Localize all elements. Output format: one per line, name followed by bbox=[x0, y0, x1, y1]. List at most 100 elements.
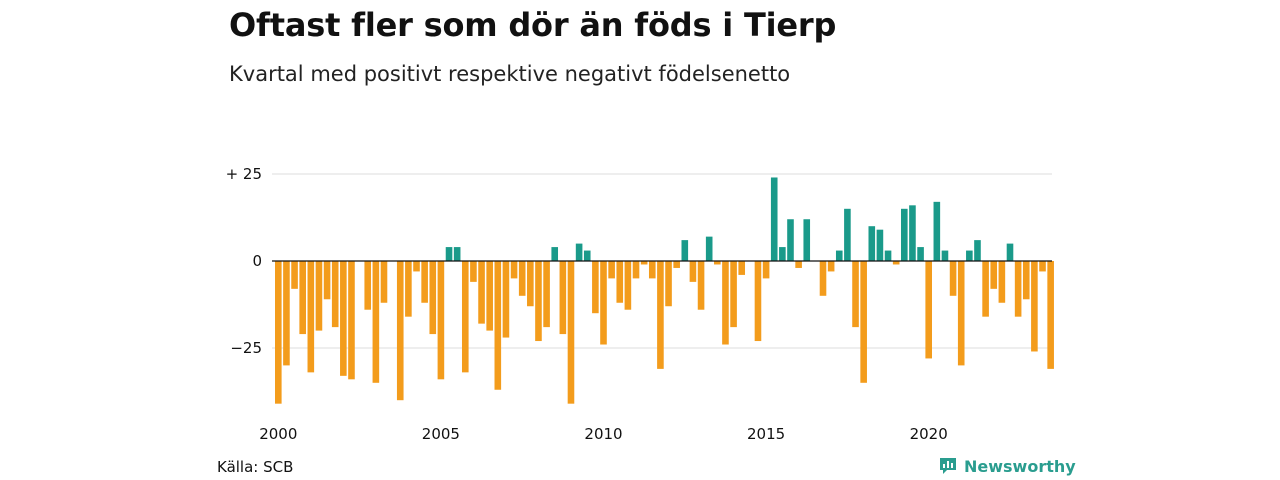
bar-negative bbox=[535, 261, 542, 342]
bar-negative bbox=[722, 261, 729, 345]
y-tick-label: 0 bbox=[252, 252, 262, 270]
bar-negative bbox=[860, 261, 867, 383]
bar-negative bbox=[380, 261, 388, 303]
newsworthy-logo-icon bbox=[940, 458, 956, 474]
y-tick-label: −25 bbox=[230, 339, 262, 357]
bar-negative bbox=[543, 261, 550, 328]
bar-negative bbox=[396, 261, 404, 401]
x-tick-label: 2005 bbox=[422, 425, 460, 443]
bar-negative bbox=[307, 261, 315, 373]
bar-positive bbox=[779, 247, 786, 261]
bar-negative bbox=[527, 261, 534, 307]
bar-negative bbox=[608, 261, 615, 279]
bar-positive bbox=[1006, 243, 1014, 261]
bar-negative bbox=[372, 261, 380, 383]
x-tick-label: 2020 bbox=[910, 425, 948, 443]
bar-negative bbox=[998, 261, 1006, 303]
bar-negative bbox=[852, 261, 859, 328]
bar-positive bbox=[933, 201, 941, 261]
x-tick-label: 2015 bbox=[747, 425, 785, 443]
bar-positive bbox=[917, 247, 924, 261]
bar-negative bbox=[990, 261, 998, 289]
brand[interactable]: Newsworthy bbox=[938, 456, 1076, 476]
bar-positive bbox=[844, 208, 851, 261]
bar-negative bbox=[275, 261, 282, 404]
bar-negative bbox=[648, 261, 656, 279]
bar-negative bbox=[1022, 261, 1030, 300]
bar-negative bbox=[340, 261, 347, 376]
x-axis-labels: 2000 2005 2010 2015 2020 bbox=[259, 425, 948, 443]
bar-negative bbox=[689, 261, 697, 282]
chart-title: Oftast fler som dör än föds i Tierp bbox=[229, 6, 837, 44]
bar-negative bbox=[892, 261, 900, 265]
bar-negative bbox=[429, 261, 437, 335]
x-tick-label: 2010 bbox=[584, 425, 622, 443]
bar-negative bbox=[405, 261, 412, 317]
bar-negative bbox=[754, 261, 762, 342]
bar-negative bbox=[323, 261, 331, 300]
bar-negative bbox=[518, 261, 526, 296]
bar-negative bbox=[616, 261, 624, 303]
bar-negative bbox=[331, 261, 339, 328]
bar-positive bbox=[681, 240, 689, 261]
bar-positive bbox=[868, 226, 876, 261]
bar-positive bbox=[803, 219, 811, 261]
bar-negative bbox=[949, 261, 957, 296]
bar-negative bbox=[486, 261, 493, 331]
bar-positive bbox=[966, 250, 973, 261]
bar-positive bbox=[770, 177, 778, 261]
bar-positive bbox=[445, 247, 453, 261]
bar-positive bbox=[453, 247, 461, 261]
bar-negative bbox=[437, 261, 445, 380]
bar-negative bbox=[957, 261, 965, 366]
bar-negative bbox=[640, 261, 648, 265]
bar-negative bbox=[502, 261, 510, 338]
bar-negative bbox=[510, 261, 518, 279]
bar-negative bbox=[315, 261, 323, 331]
bar-negative bbox=[730, 261, 737, 328]
bar-positive bbox=[974, 240, 981, 261]
bar-negative bbox=[738, 261, 746, 275]
bar-negative bbox=[421, 261, 428, 303]
x-tick-label: 2000 bbox=[259, 425, 297, 443]
bar-negative bbox=[291, 261, 298, 289]
bar-positive bbox=[901, 208, 908, 261]
bar-negative bbox=[1031, 261, 1038, 352]
bar-negative bbox=[364, 261, 372, 310]
bar-negative bbox=[478, 261, 485, 324]
chart-subtitle: Kvartal med positivt respektive negativt… bbox=[229, 62, 791, 86]
bar-positive bbox=[575, 243, 583, 261]
bar-positive bbox=[909, 205, 916, 261]
bar-negative bbox=[795, 261, 802, 268]
bar-negative bbox=[665, 261, 672, 307]
bar-positive bbox=[835, 250, 843, 261]
bar-negative bbox=[592, 261, 599, 314]
bar-positive bbox=[583, 250, 591, 261]
bar-negative bbox=[413, 261, 420, 272]
bar-negative bbox=[348, 261, 355, 380]
bar-negative bbox=[673, 261, 680, 268]
bar-negative bbox=[1039, 261, 1046, 272]
bar-negative bbox=[1047, 261, 1054, 369]
bar-negative bbox=[559, 261, 567, 335]
bar-negative bbox=[567, 261, 575, 404]
bar-negative bbox=[299, 261, 306, 335]
bar-negative bbox=[714, 261, 721, 265]
bar-negative bbox=[982, 261, 989, 317]
bar-positive bbox=[884, 250, 892, 261]
bar-negative bbox=[461, 261, 469, 373]
bar-positive bbox=[941, 250, 949, 261]
bar-positive bbox=[705, 236, 713, 261]
y-tick-label: + 25 bbox=[226, 165, 262, 183]
bar-negative bbox=[657, 261, 664, 369]
source-note: Källa: SCB bbox=[217, 458, 294, 476]
bar-negative bbox=[624, 261, 632, 310]
bar-positive bbox=[551, 247, 559, 261]
bar-negative bbox=[827, 261, 835, 272]
bar-negative bbox=[1014, 261, 1022, 317]
bar-negative bbox=[470, 261, 477, 282]
bar-negative bbox=[283, 261, 290, 366]
bar-negative bbox=[494, 261, 502, 390]
bar-negative bbox=[762, 261, 770, 279]
